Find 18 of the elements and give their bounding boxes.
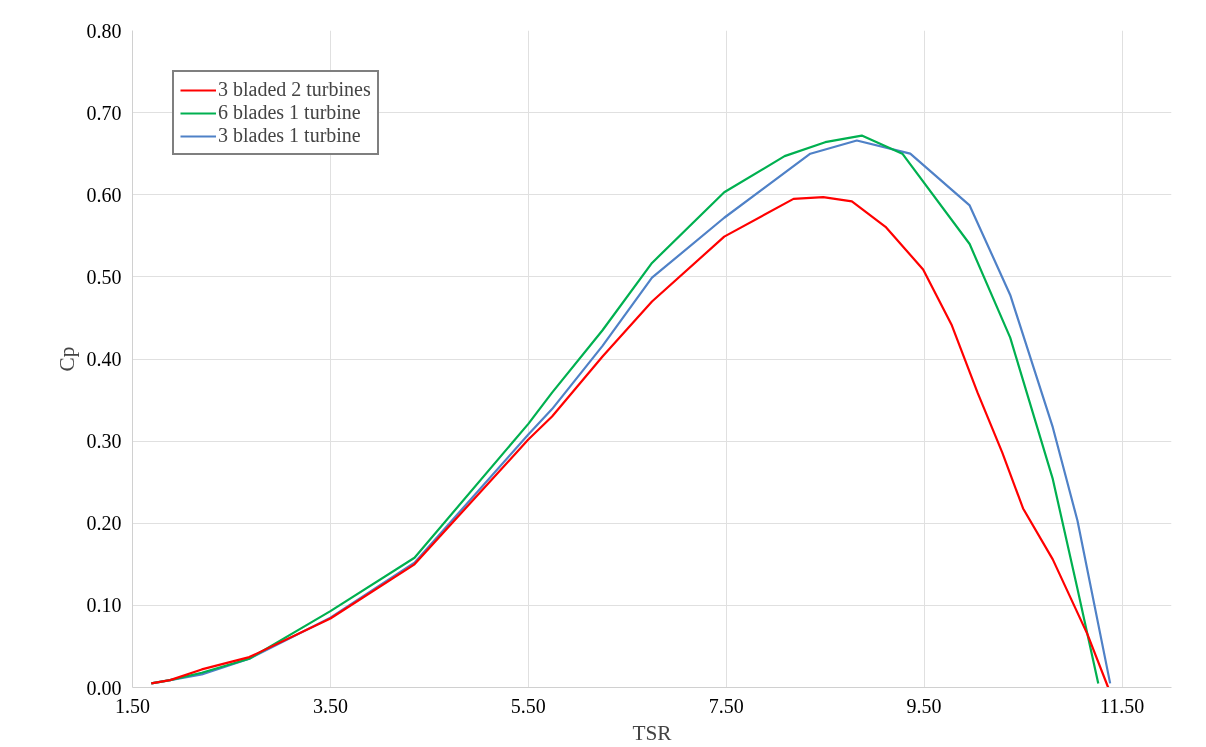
x-tick-label: 9.50 — [906, 694, 942, 717]
legend-label: 6 blades 1 turbine — [218, 101, 361, 124]
y-tick-label: 0.40 — [86, 348, 122, 370]
x-tick-label: 5.50 — [510, 694, 546, 717]
y-tick-label: 0.80 — [86, 19, 122, 42]
x-axis-title: TSR — [632, 720, 673, 745]
legend-label: 3 bladed 2 turbines — [218, 78, 371, 101]
y-tick-label: 0.70 — [86, 101, 122, 124]
y-tick-label: 0.10 — [86, 594, 122, 617]
y-tick-label: 0.20 — [86, 512, 122, 535]
x-tick-label: 7.50 — [708, 694, 744, 717]
y-axis-title: Cp — [54, 346, 79, 372]
legend-label: 3 blades 1 turbine — [218, 124, 361, 147]
x-tick-label: 11.50 — [1099, 694, 1145, 717]
y-tick-label: 0.30 — [86, 430, 122, 453]
y-tick-label: 0.50 — [86, 265, 122, 288]
x-tick-label: 3.50 — [312, 694, 348, 717]
y-tick-label: 0.60 — [86, 183, 122, 206]
